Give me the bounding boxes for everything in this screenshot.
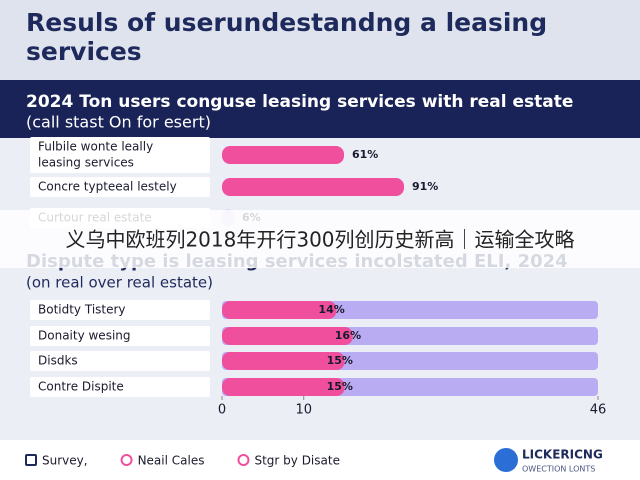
value-label: 91% [412, 180, 438, 193]
label-box [30, 300, 210, 320]
label-box [30, 377, 210, 397]
value-label: 15% [327, 380, 353, 393]
bar [222, 352, 345, 370]
banner-text: 义乌中欧班列2018年开行300列创历史新高｜运输全攻略 [65, 228, 574, 252]
legend-marker [120, 454, 133, 466]
category-label: Donaity wesing [38, 329, 131, 343]
logo-name: LICKERICNG [522, 448, 603, 462]
legend-label: Neail Cales [138, 454, 205, 468]
x-tick-label: 10 [295, 403, 312, 418]
bar [222, 301, 337, 319]
label-box [30, 137, 210, 173]
category-label: Botidty Tistery [38, 303, 126, 317]
bar [222, 378, 345, 396]
bar [222, 327, 353, 345]
category-label: leasing services [38, 156, 134, 170]
category-label: Concre typteeal lestely [38, 180, 177, 194]
navy-band [0, 80, 640, 138]
title: Resuls of userundestandng a leasing [26, 8, 547, 37]
value-label: 14% [318, 303, 344, 316]
bar [222, 178, 404, 196]
value-label: 16% [335, 329, 361, 342]
legend-label: Survey, [42, 454, 88, 468]
logo-icon [494, 448, 518, 472]
title: services [26, 37, 142, 66]
legend-marker [237, 454, 250, 466]
chart-title: 2024 Ton users conguse leasing services … [26, 92, 573, 112]
value-label: 61% [352, 148, 378, 161]
bar [222, 146, 344, 164]
label-box [30, 351, 210, 371]
category-label: Disdks [38, 354, 78, 368]
header-bg [0, 0, 640, 80]
legend-marker [25, 454, 37, 466]
chart-subtitle: (call stast On for esert) [26, 113, 211, 132]
label-box [30, 177, 210, 197]
banner-bg [0, 210, 640, 268]
category-label: Contre Dispite [38, 380, 124, 394]
category-label: Fulbile wonte leally [38, 140, 153, 154]
chart-subtitle: (on real over real estate) [26, 274, 213, 292]
label-box [30, 326, 210, 346]
x-tick-label: 46 [590, 403, 607, 418]
value-label: 15% [327, 354, 353, 367]
legend-label: Stgr by Disate [254, 454, 340, 468]
logo-tagline: OWECTION LONTS [522, 465, 595, 474]
x-tick-label: 0 [218, 403, 226, 418]
